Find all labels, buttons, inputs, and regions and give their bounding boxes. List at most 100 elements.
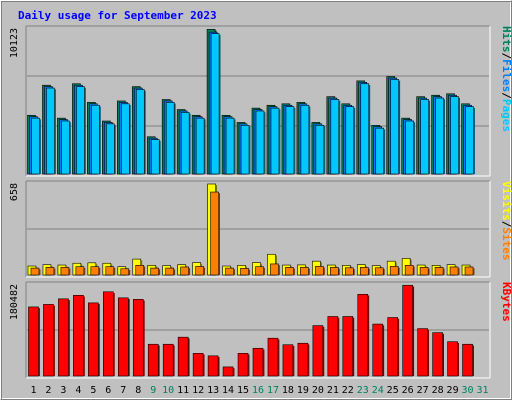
- bar-pages-day-1: [31, 117, 40, 175]
- legend-separator: /: [500, 53, 512, 60]
- x-tick-label-day-16: 16: [252, 385, 264, 396]
- bar-pages-day-30: [465, 106, 474, 175]
- bar-sites-day-29: [449, 266, 459, 276]
- legend-item-hits: Hits: [500, 26, 512, 53]
- x-tick-label-day-24: 24: [372, 385, 384, 396]
- bar-sites-day-17: [270, 263, 279, 276]
- x-tick-label-day-13: 13: [207, 385, 219, 396]
- bar-kbytes-day-14: [222, 366, 234, 377]
- y-axis-max-label: 10123: [9, 28, 20, 58]
- bar-kbytes-day-15: [237, 353, 249, 377]
- bar-sites-day-13: [210, 191, 219, 276]
- bar-kbytes-day-4: [73, 295, 84, 377]
- bar-pages-day-16: [255, 110, 265, 175]
- legend-hits-files-pages: Hits/Files/Pages: [500, 26, 512, 132]
- bar-kbytes-day-29: [447, 341, 458, 377]
- legend-separator: /: [500, 92, 512, 99]
- x-tick-label-day-26: 26: [402, 385, 414, 396]
- legend-item-visits: Visits: [500, 181, 512, 221]
- x-tick-label-day-7: 7: [120, 385, 126, 396]
- bar-pages-day-8: [135, 89, 145, 175]
- bar-sites-day-26: [404, 265, 414, 276]
- bar-kbytes-day-26: [402, 284, 413, 377]
- bar-pages-day-9: [150, 139, 160, 175]
- bar-pages-day-11: [180, 112, 190, 175]
- y-axis-max-label: 658: [9, 183, 20, 201]
- bar-kbytes-day-5: [88, 302, 99, 377]
- legend-item-pages: Pages: [500, 99, 512, 132]
- bar-kbytes-day-19: [297, 342, 309, 377]
- x-tick-label-day-10: 10: [162, 385, 174, 396]
- bar-pages-day-7: [120, 103, 130, 175]
- bar-sites-day-19: [300, 267, 309, 276]
- panel-visits-sites: 658 Visits/Sites: [9, 180, 512, 278]
- bar-kbytes-day-23: [357, 294, 369, 377]
- x-tick-label-day-17: 17: [267, 385, 279, 396]
- bar-pages-day-19: [300, 104, 310, 175]
- bar-kbytes-day-11: [177, 336, 189, 377]
- bar-pages-day-26: [405, 120, 414, 175]
- bar-sites-day-12: [195, 266, 204, 276]
- x-tick-label-day-11: 11: [177, 385, 189, 396]
- bar-sites-day-20: [315, 266, 324, 276]
- bar-pages-day-27: [420, 99, 429, 175]
- bar-pages-day-20: [315, 124, 325, 175]
- bar-sites-day-22: [345, 267, 354, 276]
- bar-pages-day-14: [225, 117, 235, 175]
- x-tick-label-day-14: 14: [222, 385, 234, 396]
- bar-kbytes-day-30: [462, 343, 473, 377]
- bar-pages-day-5: [91, 104, 100, 175]
- bar-sites-day-15: [240, 268, 249, 276]
- bar-kbytes-day-3: [58, 298, 69, 377]
- bar-sites-day-27: [419, 267, 429, 276]
- legend-item-sites: Sites: [500, 227, 512, 260]
- bar-kbytes-day-7: [117, 297, 129, 377]
- bar-sites-day-18: [285, 267, 294, 276]
- legend-item-files: Files: [500, 59, 512, 92]
- bar-kbytes-day-8: [132, 299, 144, 377]
- x-tick-label-day-20: 20: [312, 385, 324, 396]
- bar-sites-day-1: [30, 267, 40, 276]
- bar-sites-day-23: [359, 267, 369, 276]
- x-tick-label-day-4: 4: [75, 385, 81, 396]
- bar-kbytes-day-25: [387, 317, 399, 377]
- bar-pages-day-21: [330, 99, 340, 175]
- bar-pages-day-28: [435, 97, 444, 175]
- legend-separator: /: [500, 221, 512, 228]
- x-tick-label-day-12: 12: [192, 385, 204, 396]
- bar-kbytes-day-1: [28, 306, 39, 377]
- x-tick-label-day-19: 19: [297, 385, 309, 396]
- bar-kbytes-day-24: [372, 323, 384, 377]
- bar-pages-day-10: [165, 102, 175, 175]
- panel-hits-files-pages: 10123 Hits/Files/Pages: [9, 25, 512, 177]
- bar-pages-day-18: [285, 106, 295, 175]
- x-tick-label-day-18: 18: [282, 385, 294, 396]
- bar-kbytes-day-22: [342, 316, 354, 377]
- bar-sites-day-30: [464, 266, 474, 276]
- bar-pages-day-13: [210, 33, 220, 175]
- x-tick-label-day-22: 22: [342, 385, 354, 396]
- bar-pages-day-3: [61, 120, 70, 175]
- bar-kbytes-day-21: [327, 316, 339, 377]
- bar-kbytes-day-20: [312, 325, 324, 377]
- bar-pages-day-12: [195, 117, 205, 175]
- x-tick-label-day-2: 2: [45, 385, 51, 396]
- legend-visits-sites: Visits/Sites: [500, 181, 512, 261]
- bar-kbytes-day-12: [192, 353, 204, 377]
- bar-sites-day-21: [330, 267, 339, 276]
- bar-sites-day-4: [75, 266, 85, 276]
- bar-kbytes-day-16: [252, 347, 264, 377]
- bar-sites-day-16: [255, 266, 264, 276]
- x-tick-label-day-31: 31: [476, 385, 488, 396]
- x-tick-label-day-5: 5: [90, 385, 96, 396]
- legend-item-kbytes: KBytes: [500, 282, 512, 322]
- bar-pages-day-17: [270, 107, 280, 175]
- y-axis-max-label: 180482: [9, 284, 20, 320]
- bar-sites-day-28: [434, 267, 444, 276]
- bar-pages-day-23: [360, 83, 370, 175]
- bar-sites-day-25: [389, 266, 399, 276]
- panel-kbytes: 180482 KBytes: [9, 281, 512, 379]
- x-tick-label-day-28: 28: [432, 385, 444, 396]
